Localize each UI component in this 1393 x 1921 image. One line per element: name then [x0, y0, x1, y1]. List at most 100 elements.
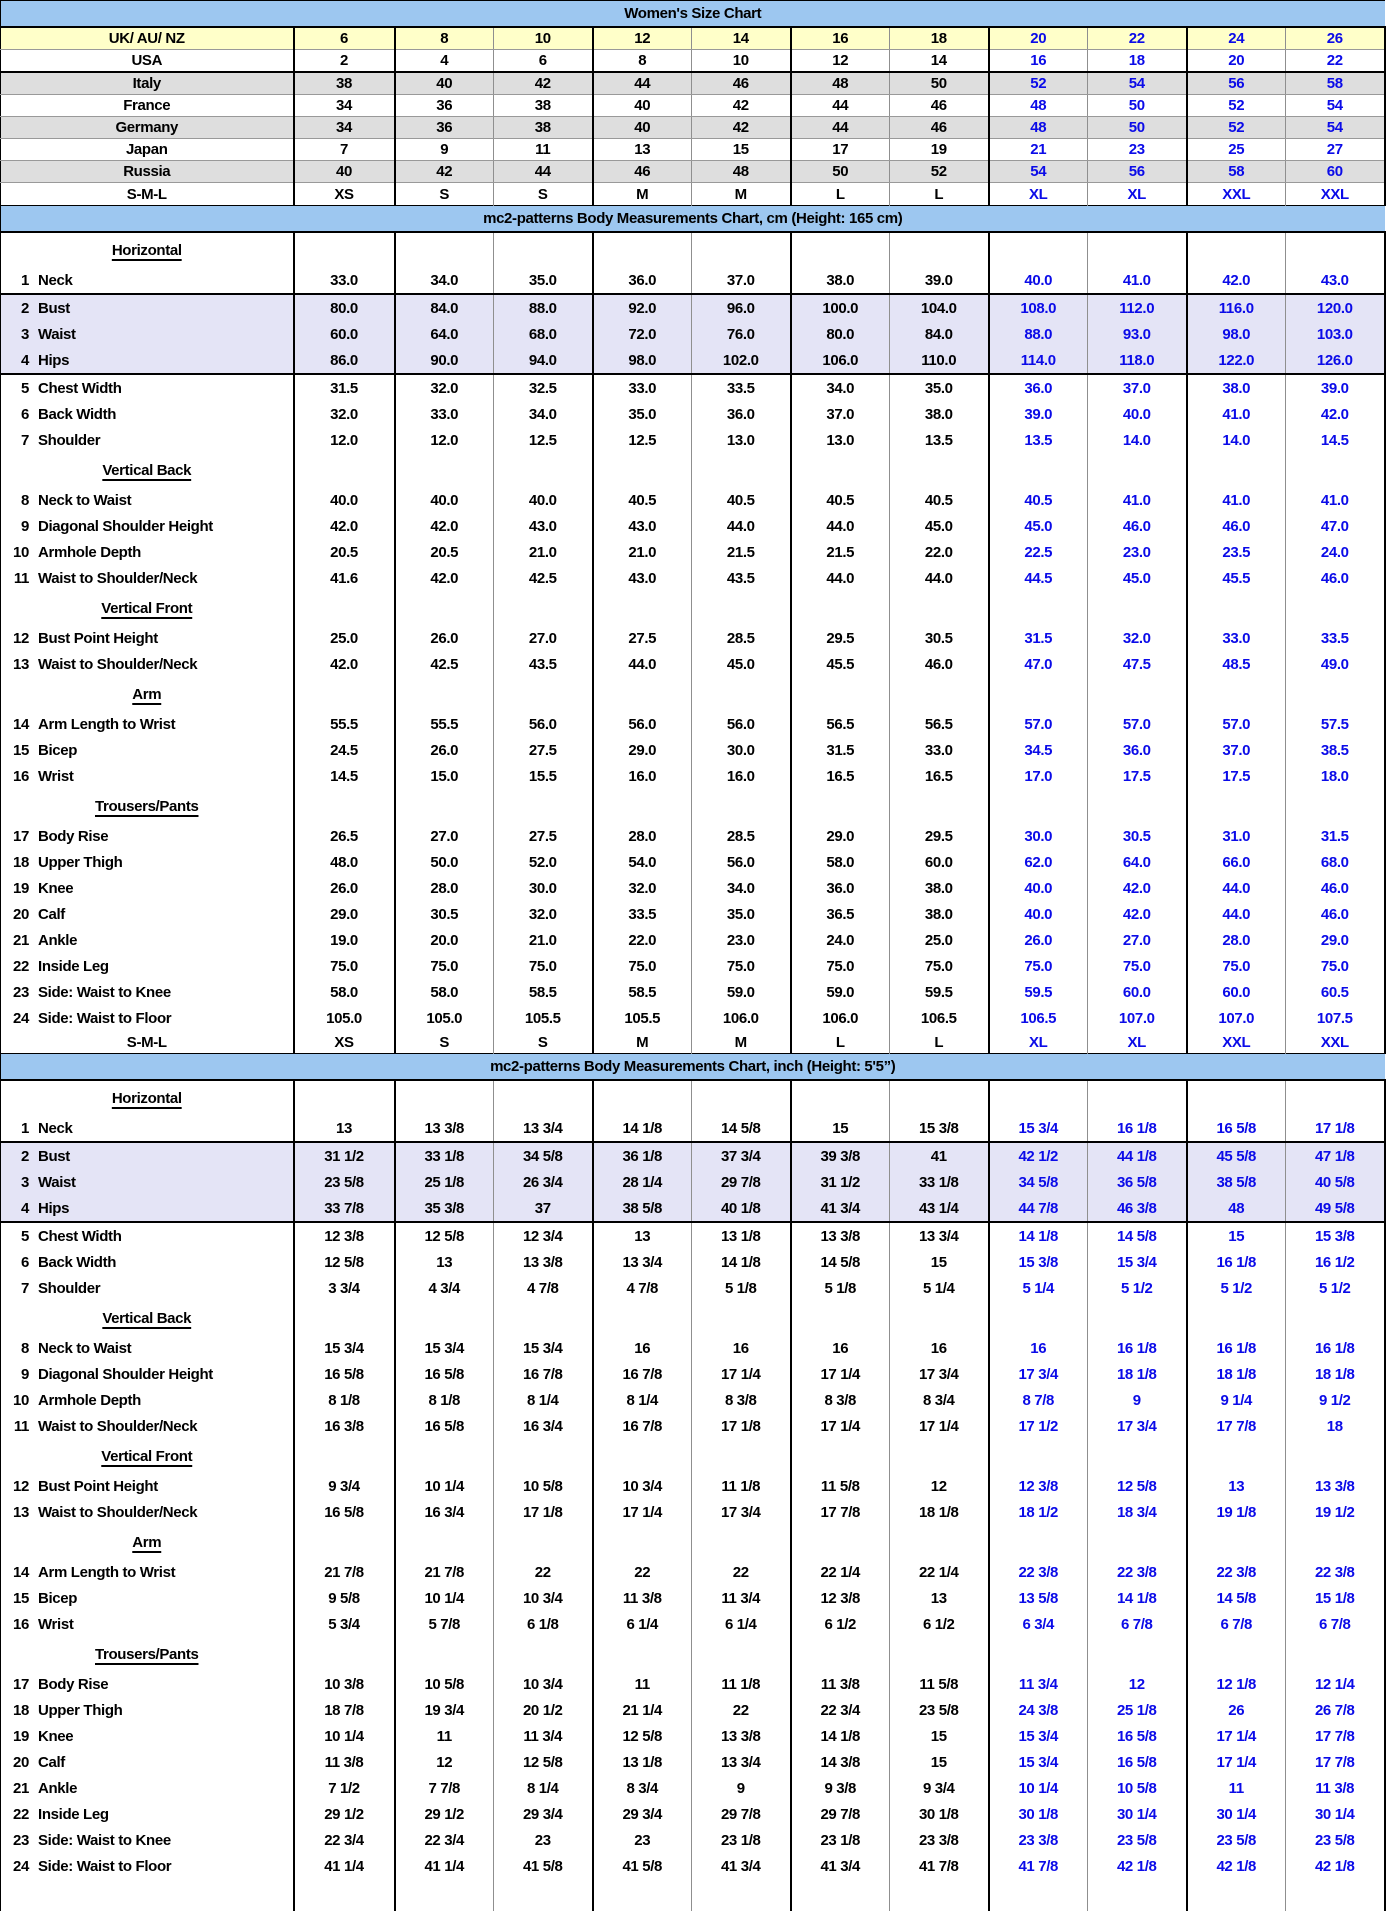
value-cell: 17 1/4	[1186, 1723, 1286, 1749]
value-cell: M	[592, 182, 692, 206]
value-cell: 15	[691, 138, 792, 161]
value-cell: 22 1/4	[889, 1559, 990, 1585]
value-cell: 105.0	[293, 1005, 396, 1031]
value-cell	[691, 1301, 792, 1335]
value-cell: 44.0	[1186, 901, 1286, 927]
row-number: 16	[13, 767, 29, 785]
value-cell: 26	[1186, 1697, 1286, 1723]
value-cell: 11 5/8	[889, 1671, 990, 1697]
measurement-row: 4 Hips 33 7/8 35 3/8 37 38 5/8 40 1/8 41 3/4 43 …	[0, 1195, 1386, 1223]
value-cell: 107.5	[1285, 1005, 1386, 1031]
value-cell: 17	[790, 138, 890, 161]
value-cell: L	[790, 1031, 890, 1054]
row-number: 7	[21, 431, 29, 449]
value-cell: 13.5	[988, 427, 1088, 453]
value-cell	[988, 1080, 1088, 1115]
row-label: 3 Waist	[0, 1169, 295, 1195]
measurement-row: 17 Body Rise 26.5 27.0 27.5 28.0 28.5 29.0 29.5 3…	[0, 823, 1386, 849]
row-label: 9 Diagonal Shoulder Height	[0, 513, 295, 539]
value-cell: 40	[592, 94, 692, 117]
value-cell	[293, 591, 396, 625]
subsection-name: Trousers/Pants	[95, 797, 199, 815]
value-cell: 8 1/4	[493, 1387, 594, 1413]
value-cell: 18 1/8	[1186, 1361, 1286, 1387]
row-label: 5 Chest Width	[0, 1222, 295, 1249]
value-cell: 9	[1087, 1387, 1188, 1413]
value-cell: 7 7/8	[394, 1775, 494, 1801]
value-cell: 56	[1087, 160, 1188, 183]
row-label: S-M-L	[0, 1031, 295, 1054]
value-cell: 14.0	[1186, 427, 1286, 453]
value-cell: 14 1/8	[1087, 1585, 1188, 1611]
value-cell: 58.5	[592, 979, 692, 1005]
value-cell: 42.5	[394, 651, 494, 677]
row-number: 19	[13, 879, 29, 897]
size-conversion-row: Russia 40 42 44 46 48 50 52 54 56 58 60	[0, 160, 1386, 183]
row-label: 23 Side: Waist to Knee	[0, 979, 295, 1005]
row-number: 10	[13, 1391, 29, 1409]
measurement-name: Waist to Shoulder/Neck	[38, 1417, 198, 1435]
value-cell: 10 1/4	[293, 1723, 396, 1749]
row-label: Vertical Back	[0, 1301, 295, 1335]
row-label: 18 Upper Thigh	[0, 849, 295, 875]
value-cell: 32.0	[293, 401, 396, 427]
row-number: 6	[21, 1253, 29, 1271]
value-cell: XXL	[1285, 1031, 1386, 1054]
value-cell: 16 5/8	[293, 1499, 396, 1525]
value-cell: 22 1/4	[790, 1559, 890, 1585]
value-cell: 42 1/8	[1285, 1853, 1386, 1879]
value-cell: 45 5/8	[1186, 1142, 1286, 1169]
value-cell: 12.0	[293, 427, 396, 453]
value-cell: 58.0	[394, 979, 494, 1005]
row-label	[0, 1879, 295, 1911]
value-cell: 15 3/4	[1087, 1249, 1188, 1275]
value-cell	[493, 1525, 594, 1559]
row-number: 18	[13, 853, 29, 871]
subsection-name: Arm	[132, 1533, 162, 1551]
value-cell: 18	[1285, 1413, 1386, 1439]
measurement-row: 2 Bust 31 1/2 33 1/8 34 5/8 36 1/8 37 3/4 39 3/…	[0, 1142, 1386, 1169]
value-cell: 26.0	[293, 875, 396, 901]
value-cell	[1087, 1637, 1188, 1671]
value-cell: 13 3/8	[394, 1115, 494, 1143]
row-label: 6 Back Width	[0, 401, 295, 427]
value-cell: 10 3/8	[293, 1671, 396, 1697]
value-cell: 11	[493, 138, 594, 161]
row-number: 5	[21, 379, 29, 397]
row-label: S-M-L	[0, 182, 295, 206]
value-cell: 14.5	[1285, 427, 1386, 453]
value-cell: 11	[1186, 1775, 1286, 1801]
value-cell: 35 3/8	[394, 1195, 494, 1223]
value-cell	[1186, 1879, 1286, 1911]
value-cell: 12	[1087, 1671, 1188, 1697]
row-label: USA	[0, 49, 295, 73]
section-header-row: Women's Size Chart	[0, 0, 1385, 28]
value-cell	[790, 232, 890, 267]
value-cell: 52	[889, 160, 990, 183]
value-cell: 27.5	[592, 625, 692, 651]
value-cell: 12	[394, 1749, 494, 1775]
measurement-row: 19 Knee 10 1/4 11 11 3/4 12 5/8 13 3/8 14 1/8 15…	[0, 1723, 1386, 1749]
value-cell: 31 1/2	[293, 1142, 396, 1169]
value-cell: 58	[1285, 72, 1386, 95]
value-cell: 16 5/8	[293, 1361, 396, 1387]
subsection-header-row: Vertical Back	[0, 453, 1386, 487]
value-cell: 58.0	[293, 979, 396, 1005]
measurement-row: 13 Waist to Shoulder/Neck 42.0 42.5 43.5 44.0…	[0, 651, 1386, 677]
value-cell: 42.0	[293, 513, 396, 539]
value-cell: 29 7/8	[691, 1801, 792, 1827]
value-cell: 10 3/4	[493, 1585, 594, 1611]
value-cell	[988, 1525, 1088, 1559]
value-cell: 22.0	[592, 927, 692, 953]
row-label: 19 Knee	[0, 1723, 295, 1749]
value-cell: 23.0	[1087, 539, 1188, 565]
value-cell: 12 3/8	[293, 1222, 396, 1249]
value-cell: 94.0	[493, 347, 594, 375]
value-cell: L	[889, 1031, 990, 1054]
value-cell: 28.0	[394, 875, 494, 901]
value-cell	[592, 1525, 692, 1559]
value-cell: 19 3/4	[394, 1697, 494, 1723]
value-cell: 76.0	[691, 321, 792, 347]
value-cell: 59.5	[889, 979, 990, 1005]
